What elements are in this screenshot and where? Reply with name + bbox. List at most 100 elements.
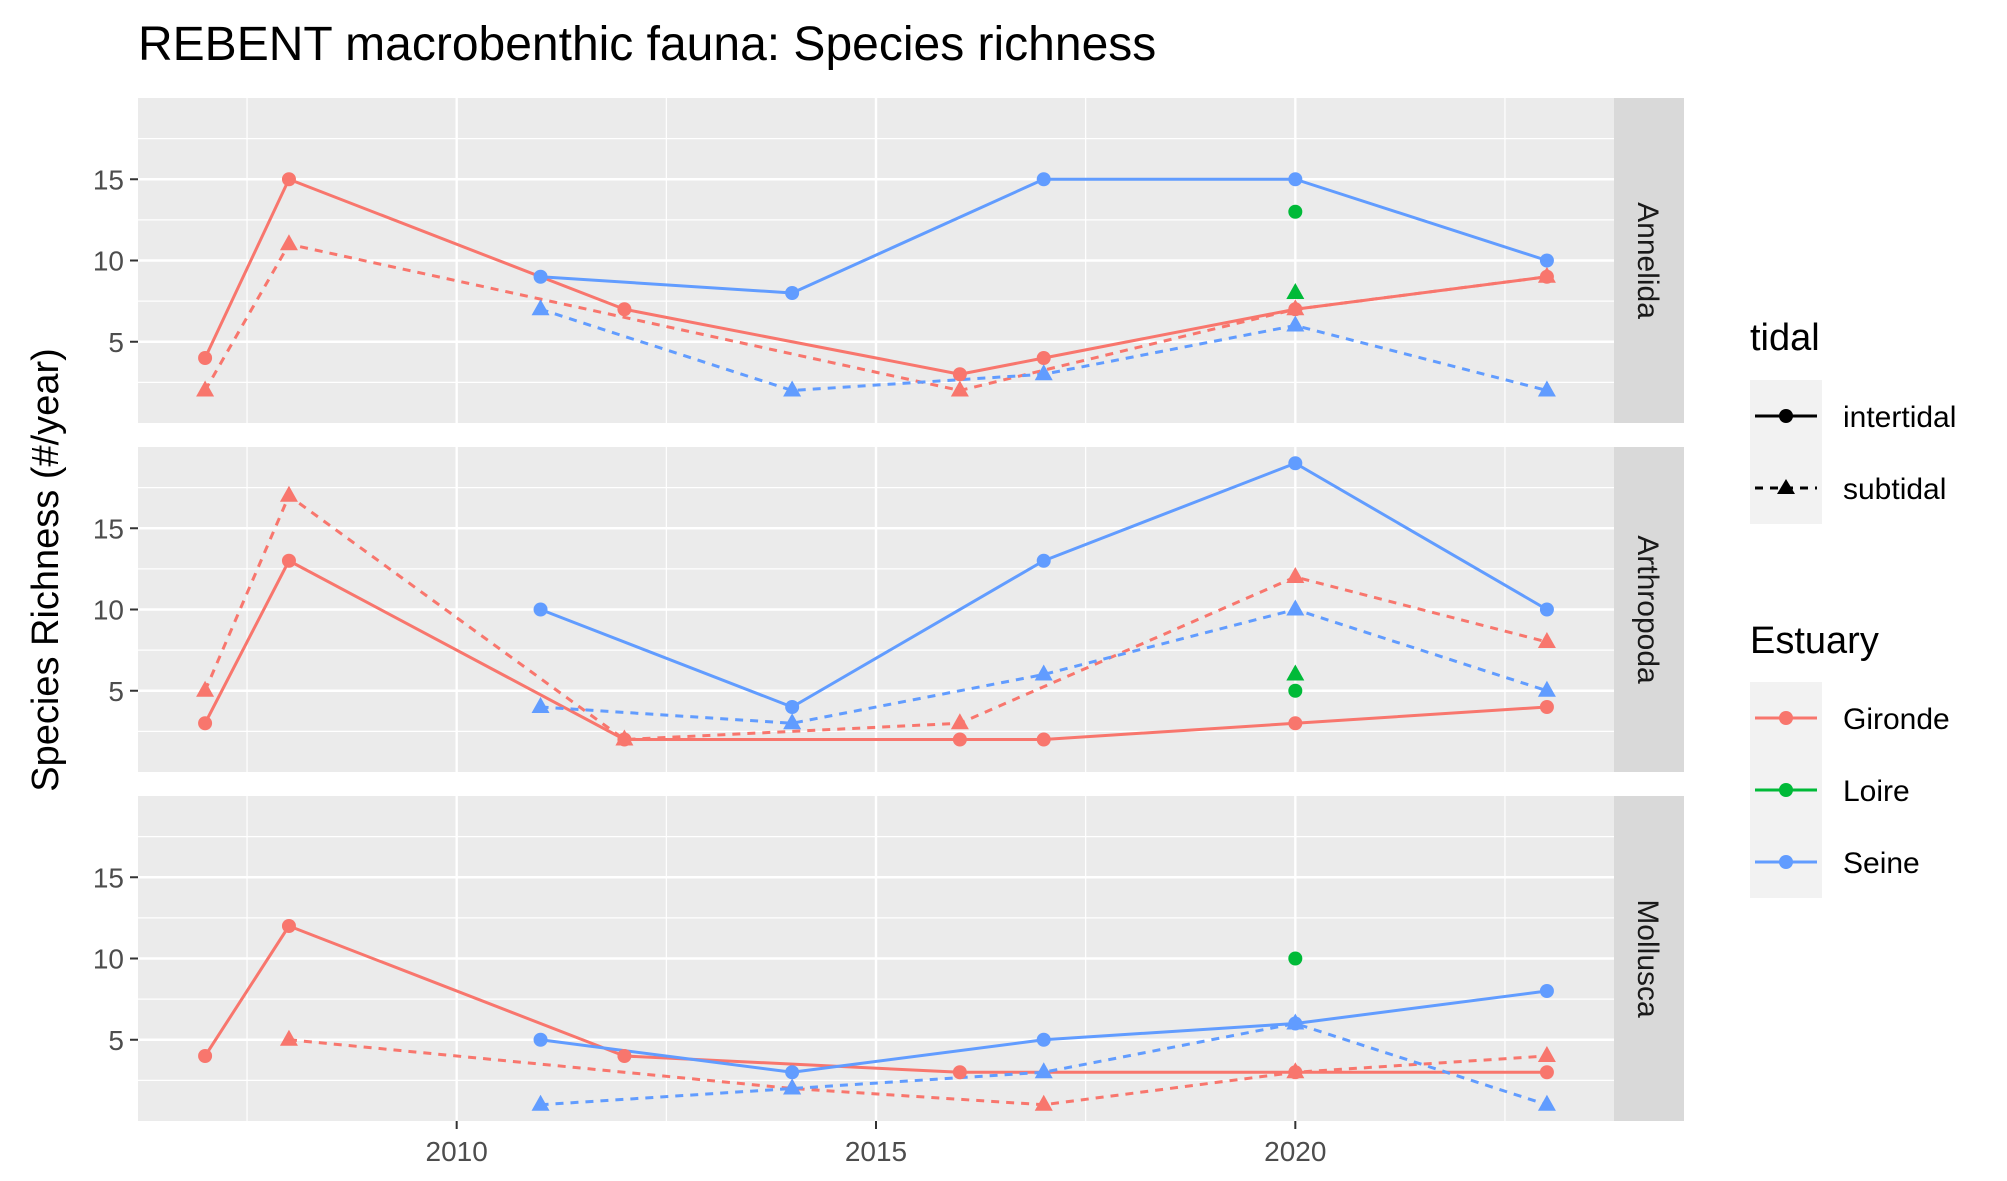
data-point-gironde-intertidal — [952, 367, 967, 382]
data-point-gironde-subtidal — [1537, 1046, 1556, 1062]
x-axis: 2010 2015 2020 — [426, 1121, 1326, 1167]
facet-strip-label-arthropoda: Arthropoda — [1631, 535, 1664, 684]
data-point-seine-subtidal — [1286, 315, 1305, 332]
data-point-gironde-subtidal — [1537, 266, 1556, 283]
y-tick-label: 5 — [108, 676, 124, 707]
data-point-seine-intertidal — [533, 269, 548, 284]
data-point-gironde-subtidal — [279, 234, 298, 251]
y-tick-label: 5 — [108, 1025, 124, 1056]
data-point-seine-intertidal — [1036, 172, 1051, 187]
data-point-seine-intertidal — [1539, 253, 1554, 268]
y-tick-label: 15 — [93, 164, 124, 195]
data-point-seine-intertidal — [1288, 456, 1303, 471]
data-point-seine-subtidal — [1286, 599, 1305, 616]
data-point-seine-intertidal — [785, 286, 800, 300]
legend-label-seine: Seine — [1843, 847, 1920, 880]
data-point-seine-subtidal — [1286, 1013, 1305, 1030]
data-point-loire-intertidal — [1288, 951, 1303, 966]
x-tick-label: 2010 — [426, 1136, 488, 1167]
data-point-gironde-intertidal — [617, 1049, 632, 1063]
data-point-gironde-intertidal — [1288, 716, 1303, 731]
data-point-seine-subtidal — [783, 380, 802, 397]
data-point-seine-subtidal — [1537, 680, 1556, 697]
chart-title: REBENT macrobenthic fauna: Species richn… — [138, 18, 1156, 71]
data-point-gironde-subtidal — [196, 380, 215, 397]
facet-strip — [1614, 98, 1684, 423]
facet-strip — [1614, 796, 1684, 1121]
data-point-seine-subtidal — [531, 299, 550, 316]
data-point-seine-intertidal — [785, 1065, 800, 1080]
data-point-seine-subtidal — [783, 713, 802, 730]
x-tick-label: 2020 — [1264, 1136, 1326, 1167]
data-point-gironde-intertidal — [952, 1065, 967, 1080]
data-point-gironde-intertidal — [1036, 351, 1051, 365]
data-point-gironde-subtidal — [1286, 567, 1305, 583]
data-point-loire-intertidal — [1288, 683, 1303, 698]
data-point-seine-subtidal — [1537, 380, 1556, 397]
legend-label-loire: Loire — [1843, 775, 1910, 808]
data-point-seine-intertidal — [785, 700, 800, 714]
data-point-seine-intertidal — [533, 1032, 548, 1047]
facet-strip-label-mollusca: Mollusca — [1631, 899, 1664, 1018]
series-line-seine-subtidal — [540, 1022, 1548, 1107]
data-point-gironde-intertidal — [1539, 700, 1554, 714]
data-point-gironde-subtidal — [279, 1029, 298, 1046]
legend-title-estuary: Estuary — [1750, 620, 1879, 662]
legend-key-point-triangle — [1777, 479, 1795, 494]
legend-label-intertidal: intertidal — [1843, 401, 1956, 434]
data-point-gironde-intertidal — [198, 351, 213, 365]
data-point-loire-subtidal — [1286, 664, 1305, 681]
legend-title-tidal: tidal — [1750, 317, 1820, 359]
data-point-seine-subtidal — [1034, 364, 1053, 381]
panel-arthropoda: 5 10 15 Arthropoda — [93, 447, 1684, 772]
data-point-gironde-subtidal — [196, 680, 215, 697]
data-point-gironde-subtidal — [950, 380, 969, 397]
data-point-seine-intertidal — [1288, 172, 1303, 187]
facet-panels: 5 10 15 Annelida 5 10 15 Arthropoda 5 10 15 Mollusc… — [93, 98, 1684, 1121]
data-point-gironde-subtidal — [1034, 1094, 1053, 1111]
data-point-loire-intertidal — [1288, 204, 1303, 219]
data-point-gironde-subtidal — [615, 729, 634, 746]
y-tick-label: 5 — [108, 327, 124, 358]
data-point-gironde-intertidal — [1036, 732, 1051, 747]
y-axis-label: Species Richness (#/year) — [25, 348, 67, 792]
legend-key-point-loire — [1779, 783, 1793, 797]
data-point-seine-subtidal — [1537, 1094, 1556, 1111]
legend-key-point-seine — [1779, 855, 1793, 869]
legend-label-subtidal: subtidal — [1843, 473, 1946, 506]
data-point-gironde-subtidal — [950, 713, 969, 730]
panel-mollusca: 5 10 15 Mollusca — [93, 796, 1684, 1121]
facet-strip-label-annelida: Annelida — [1631, 202, 1664, 319]
y-tick-label: 10 — [93, 246, 124, 277]
data-point-seine-intertidal — [1036, 553, 1051, 568]
x-tick-label: 2015 — [845, 1136, 907, 1167]
data-point-gironde-intertidal — [281, 919, 296, 933]
legend-key-point-circle — [1779, 409, 1793, 423]
data-point-gironde-subtidal — [1286, 299, 1305, 316]
data-point-seine-subtidal — [783, 1078, 802, 1095]
y-tick-label: 15 — [93, 862, 124, 893]
series-line-seine-subtidal — [540, 608, 1548, 725]
legend-tidal: tidal intertidal subtidal — [1750, 317, 1956, 524]
legend-estuary: Estuary Gironde Loire Seine — [1750, 620, 1950, 898]
data-point-seine-subtidal — [1034, 664, 1053, 681]
data-point-seine-subtidal — [1034, 1062, 1053, 1079]
data-point-gironde-intertidal — [952, 732, 967, 747]
data-point-seine-intertidal — [1539, 984, 1554, 998]
y-tick-label: 15 — [93, 513, 124, 544]
data-point-seine-intertidal — [533, 602, 548, 617]
y-tick-label: 10 — [93, 595, 124, 626]
data-point-gironde-intertidal — [198, 1049, 213, 1063]
data-point-gironde-intertidal — [1539, 1065, 1554, 1080]
data-point-seine-intertidal — [1036, 1032, 1051, 1047]
data-point-gironde-intertidal — [198, 716, 213, 731]
data-point-gironde-subtidal — [1286, 1062, 1305, 1079]
series-line-gironde-subtidal — [203, 494, 1548, 741]
data-point-seine-subtidal — [531, 697, 550, 713]
legend-key-point-gironde — [1779, 711, 1793, 725]
y-tick-label: 10 — [93, 944, 124, 975]
panel-annelida: 5 10 15 Annelida — [93, 98, 1684, 423]
data-point-gironde-intertidal — [617, 302, 632, 317]
data-point-gironde-subtidal — [279, 485, 298, 502]
